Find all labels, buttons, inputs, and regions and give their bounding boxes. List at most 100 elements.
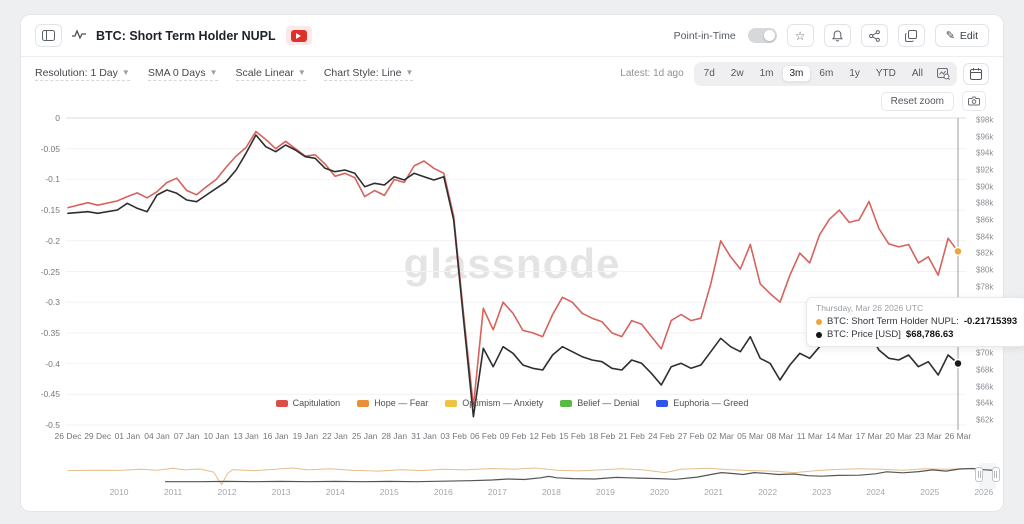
- price-axis-label: $70k: [976, 348, 994, 358]
- chevron-down-icon: ▼: [121, 68, 130, 77]
- tooltip-series-value: -0.21715393: [963, 316, 1018, 327]
- date-axis-label: 29 Dec: [84, 431, 112, 441]
- screenshot-button[interactable]: [962, 91, 986, 111]
- point-in-time-label: Point-in-Time: [673, 29, 736, 42]
- share-button[interactable]: [860, 24, 888, 47]
- copy-icon: [905, 29, 918, 42]
- star-icon: ☆: [794, 28, 806, 43]
- zoom-range-button[interactable]: [931, 64, 955, 84]
- range-button-7d[interactable]: 7d: [696, 65, 723, 82]
- range-button-3m[interactable]: 3m: [781, 65, 812, 82]
- calendar-button[interactable]: [963, 62, 989, 85]
- latest-indicator: Latest: 1d ago: [620, 68, 684, 79]
- page-title: BTC: Short Term Holder NUPL: [96, 28, 276, 43]
- sidebar-toggle-button[interactable]: [35, 24, 62, 47]
- range-button-6m[interactable]: 6m: [811, 65, 841, 82]
- scale-dropdown[interactable]: Scale Linear ▼: [235, 66, 306, 81]
- minimap-year-label: 2021: [704, 487, 724, 497]
- youtube-play-icon: [290, 29, 307, 42]
- legend-label: Belief — Denial: [577, 398, 640, 408]
- date-axis-label: 06 Feb: [470, 431, 497, 441]
- date-axis-label: 08 Mar: [766, 431, 794, 441]
- price-axis-label: $90k: [976, 182, 994, 192]
- y-axis-label: -0.4: [45, 358, 60, 369]
- chevron-down-icon: ▼: [209, 68, 218, 77]
- tooltip-series-dot: [816, 318, 822, 325]
- date-axis-label: 19 Jan: [292, 431, 319, 441]
- chart-tooltip: Thursday, Mar 26 2026 UTC BTC: Short Ter…: [806, 297, 1024, 347]
- price-axis-label: $84k: [976, 232, 994, 242]
- legend-label: Euphoria — Greed: [673, 398, 749, 408]
- copy-button[interactable]: [897, 24, 925, 47]
- legend-label: Hope — Fear: [374, 398, 429, 408]
- tooltip-row: BTC: Short Term Holder NUPL: -0.21715393: [816, 316, 1017, 327]
- youtube-badge[interactable]: [285, 26, 312, 45]
- y-axis-label: -0.35: [40, 327, 60, 338]
- y-axis-label: -0.2: [45, 235, 60, 246]
- reset-zoom-button[interactable]: Reset zoom: [880, 91, 954, 111]
- range-selector: 7d 2w 1m 3m 6m 1y YTD All: [693, 61, 957, 86]
- date-axis-label: 27 Feb: [677, 431, 705, 441]
- legend-swatch: [656, 399, 669, 407]
- sma-dropdown[interactable]: SMA 0 Days ▼: [147, 67, 218, 81]
- legend-label: Optimism — Anxiety: [462, 398, 544, 408]
- favorite-button[interactable]: ☆: [786, 24, 814, 47]
- y-axis-label: 0: [55, 113, 60, 123]
- range-button-1m[interactable]: 1m: [752, 65, 782, 82]
- date-axis-label: 05 Mar: [737, 431, 764, 441]
- chart-style-dropdown[interactable]: Chart Style: Line ▼: [323, 67, 414, 81]
- date-axis-label: 28 Jan: [381, 431, 408, 441]
- legend-swatch: [445, 399, 458, 407]
- legend-swatch: [357, 399, 370, 407]
- date-axis-label: 25 Jan: [351, 431, 378, 441]
- minimap-year-label: 2026: [974, 487, 994, 497]
- date-axis-label: 12 Feb: [529, 431, 556, 441]
- toolbar-left: Resolution: 1 Day ▼ SMA 0 Days ▼ Scale Lin…: [35, 66, 414, 81]
- minimap-year-label: 2018: [541, 487, 561, 497]
- tooltip-series-dot: [816, 331, 822, 338]
- y-axis-label: -0.1: [45, 174, 60, 185]
- range-button-1y[interactable]: 1y: [841, 65, 868, 82]
- minimap-year-label: 2016: [433, 487, 453, 497]
- date-axis-label: 04 Jan: [144, 431, 170, 441]
- scale-value: Scale Linear: [235, 66, 294, 79]
- resolution-dropdown[interactable]: Resolution: 1 Day ▼: [35, 67, 130, 81]
- date-axis-label: 18 Feb: [588, 431, 616, 441]
- price-axis-label: $92k: [976, 165, 994, 175]
- range-button-2w[interactable]: 2w: [723, 65, 752, 82]
- minimap-year-label: 2025: [920, 487, 940, 497]
- tooltip-row: BTC: Price [USD] $68,786.63: [816, 329, 1017, 340]
- edit-button[interactable]: ✎ Edit: [934, 24, 989, 47]
- reset-zoom-row: Reset zoom: [880, 91, 986, 111]
- toolbar-right: Latest: 1d ago 7d 2w 1m 3m 6m 1y YTD All: [620, 61, 989, 86]
- toolbar: Resolution: 1 Day ▼ SMA 0 Days ▼ Scale Lin…: [21, 57, 1003, 90]
- date-axis-label: 09 Feb: [499, 431, 527, 441]
- y-axis-label: -0.45: [40, 389, 60, 400]
- bell-icon: [831, 29, 843, 41]
- alerts-button[interactable]: [823, 24, 851, 47]
- range-button-all[interactable]: All: [904, 65, 931, 82]
- y-axis-label: -0.3: [45, 297, 60, 308]
- legend-item-optimism: Optimism — Anxiety: [445, 398, 543, 408]
- price-axis-label: $78k: [976, 282, 994, 292]
- minimap-year-label: 2019: [595, 487, 615, 497]
- legend-item-belief: Belief — Denial: [560, 398, 639, 408]
- point-in-time-toggle[interactable]: [747, 28, 777, 43]
- date-axis-label: 02 Mar: [707, 431, 734, 441]
- tooltip-series-value: $68,786.63: [905, 329, 954, 340]
- sidebar-icon: [42, 30, 55, 41]
- y-axis-label: -0.05: [40, 143, 60, 154]
- price-axis-label: $66k: [976, 382, 994, 392]
- minimap-left-handle[interactable]: [975, 467, 984, 482]
- tooltip-series-label: BTC: Short Term Holder NUPL:: [827, 316, 959, 327]
- chart-magnifier-icon: [936, 67, 950, 80]
- metric-pulse-icon: [72, 27, 86, 45]
- header: BTC: Short Term Holder NUPL Point-in-Tim…: [21, 15, 1003, 57]
- date-axis-label: 17 Mar: [855, 431, 883, 441]
- date-axis-label: 22 Jan: [322, 431, 348, 441]
- camera-icon: [968, 96, 980, 106]
- minimap-right-handle[interactable]: [991, 467, 1000, 482]
- date-axis-label: 24 Feb: [648, 431, 675, 441]
- range-button-ytd[interactable]: YTD: [868, 65, 904, 82]
